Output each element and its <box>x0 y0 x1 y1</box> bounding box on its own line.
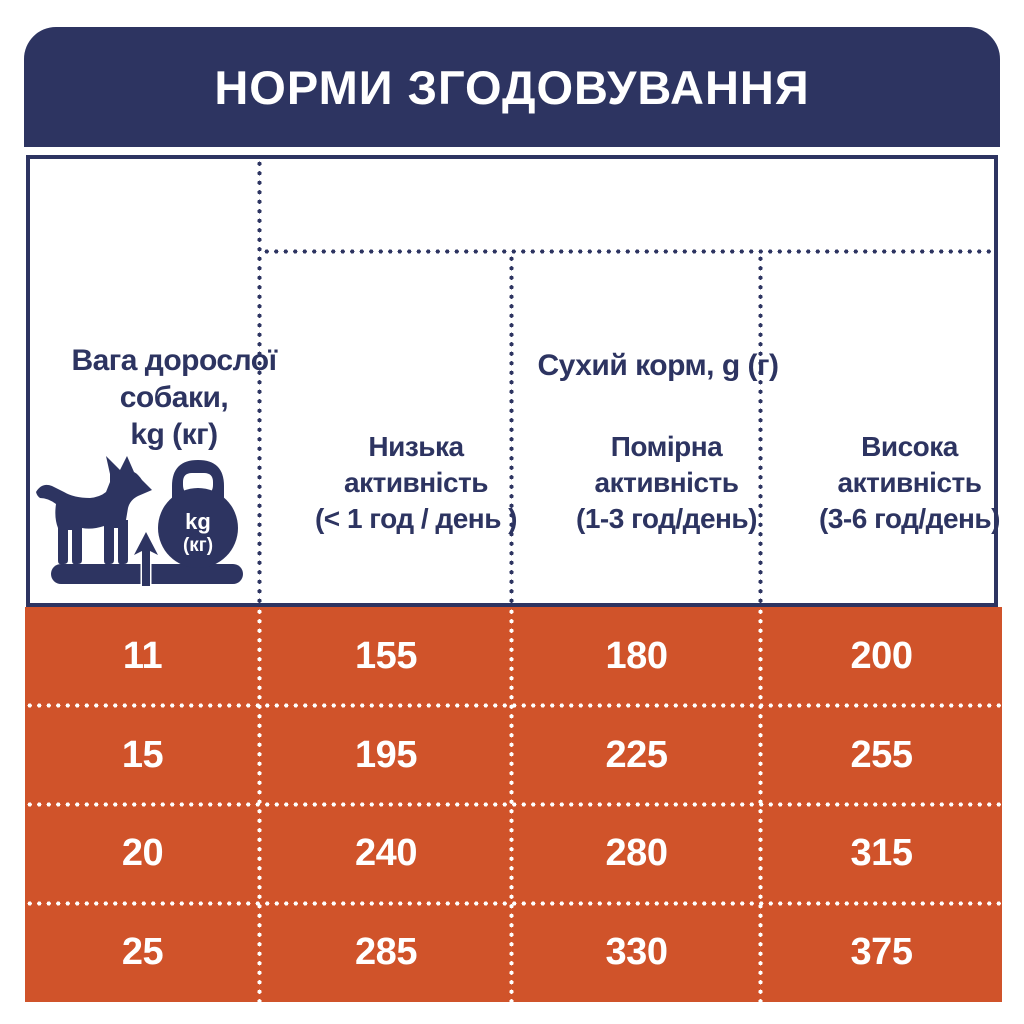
value-cell: 225 <box>605 733 668 776</box>
divider-activity-2-3 <box>758 254 763 603</box>
table-row: 15 195 225 255 <box>25 706 1002 805</box>
value-cell: 375 <box>850 931 913 974</box>
grid-divider-horizontal <box>25 802 1002 807</box>
grid-divider-horizontal <box>25 901 1002 906</box>
low-activity-column-header: Низька активність (< 1 год / день ) <box>314 431 518 534</box>
value-cell: 195 <box>355 733 417 776</box>
weight-cell: 20 <box>121 832 164 875</box>
weight-cell: 11 <box>122 634 163 677</box>
weight-cell: 25 <box>121 931 164 974</box>
value-cell: 330 <box>605 931 668 974</box>
table-row: 11 155 180 200 <box>25 607 1002 706</box>
dog-icon <box>36 456 152 564</box>
moderate-activity-column-header: Помірна активність (1-3 год/день) <box>576 431 757 534</box>
value-cell: 255 <box>850 733 913 776</box>
high-activity-column-header: Висока активність (3-6 год/день) <box>819 431 1000 534</box>
up-arrow-icon <box>132 530 160 588</box>
dog-weight-icon: kg (кг) <box>36 456 243 588</box>
kettlebell-kg-label: kg <box>185 509 211 534</box>
divider-group-header <box>262 249 994 254</box>
dry-food-group-header: Сухий корм, g (г) <box>537 349 780 382</box>
kettlebell-icon: kg (кг) <box>158 460 238 568</box>
weight-cell: 15 <box>121 733 164 776</box>
value-cell: 180 <box>605 634 668 677</box>
grid-divider-horizontal <box>25 703 1002 708</box>
table-row: 25 285 330 375 <box>25 903 1002 1002</box>
divider-activity-1-2 <box>509 254 514 603</box>
kettlebell-kg-cyrillic-label: (кг) <box>183 535 213 556</box>
page-title: НОРМИ ЗГОДОВУВАННЯ <box>214 60 810 114</box>
table-row: 20 240 280 315 <box>25 805 1002 904</box>
weight-column-header: Вага дорослої собаки, kg (кг) <box>71 344 277 451</box>
value-cell: 200 <box>850 634 913 677</box>
value-cell: 315 <box>850 832 913 875</box>
value-cell: 285 <box>355 931 417 974</box>
divider-weight-column <box>257 159 262 603</box>
value-cell: 155 <box>355 634 417 677</box>
value-cell: 240 <box>355 832 417 875</box>
value-cell: 280 <box>605 832 668 875</box>
title-banner: НОРМИ ЗГОДОВУВАННЯ <box>24 27 1000 147</box>
